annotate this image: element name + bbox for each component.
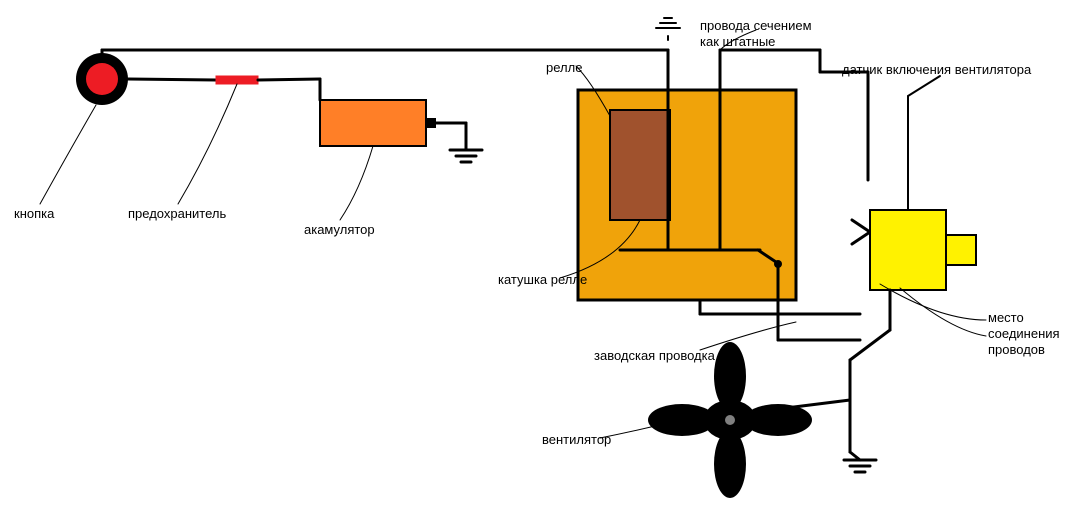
joint_2-label: соединения <box>988 326 1060 341</box>
factory_wiring-label: заводская проводка <box>594 348 715 363</box>
relay_coil-label: катушка релле <box>498 272 587 287</box>
button-label: кнопка <box>14 206 54 221</box>
joint_1-label: место <box>988 310 1024 325</box>
battery-label: акамулятор <box>304 222 375 237</box>
wires_gauge_2-label: как штатные <box>700 34 775 49</box>
joint_3-label: проводов <box>988 342 1045 357</box>
wires_gauge_1-label: провода сечением <box>700 18 812 33</box>
fan-label: вентилятор <box>542 432 611 447</box>
relay-label: релле <box>546 60 582 75</box>
fuse-label: предохранитель <box>128 206 226 221</box>
fan_sensor-label: датчик включения вентилятора <box>842 62 1031 77</box>
